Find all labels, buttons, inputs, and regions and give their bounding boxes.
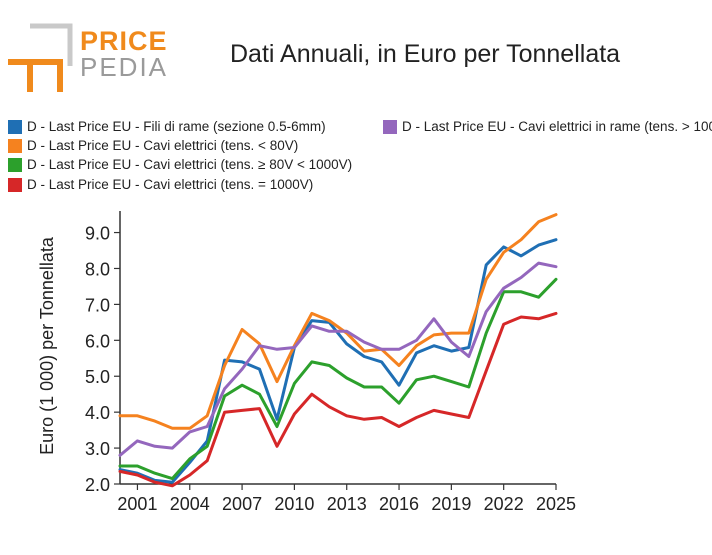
x-tick-label: 2019 (431, 494, 471, 514)
legend-swatch (8, 177, 22, 192)
legend-item-cavi-80v-1000v: D - Last Price EU - Cavi elettrici (tens… (8, 157, 352, 172)
y-tick-label: 3.0 (85, 439, 110, 459)
x-tick-label: 2004 (170, 494, 210, 514)
series-line-5 (118, 261, 558, 457)
chart-title: Dati Annuali, in Euro per Tonnellata (230, 40, 621, 68)
series-line-4 (118, 311, 558, 488)
series-line-2 (118, 213, 558, 430)
y-tick-label: 4.0 (85, 403, 110, 423)
y-tick-label: 2.0 (85, 475, 110, 495)
y-tick-label: 5.0 (85, 367, 110, 387)
legend-item-cavi-eq-1000v: D - Last Price EU - Cavi elettrici (tens… (8, 177, 313, 192)
x-tick-label: 2025 (536, 494, 576, 514)
y-tick-label: 9.0 (85, 224, 110, 244)
logo-text-pedia: PEDIA (80, 52, 169, 82)
legend-swatch (383, 119, 397, 134)
y-tick-label: 6.0 (85, 331, 110, 351)
x-tick-label: 2022 (484, 494, 524, 514)
legend-label: D - Last Price EU - Cavi elettrici (tens… (27, 157, 353, 172)
x-tick-label: 2010 (274, 494, 314, 514)
legend-label: D - Last Price EU - Cavi elettrici (tens… (27, 177, 314, 192)
legend-label: D - Last Price EU - Fili di rame (sezion… (27, 119, 326, 134)
legend-item-fili-di-rame: D - Last Price EU - Fili di rame (sezion… (8, 119, 326, 134)
x-tick-label: 2001 (117, 494, 157, 514)
legend-item-cavi-lt-80v: D - Last Price EU - Cavi elettrici (tens… (8, 138, 298, 153)
y-axis-label: Euro (1 000) per Tonnellata (37, 236, 57, 455)
x-tick-label: 2007 (222, 494, 262, 514)
legend-swatch (8, 157, 22, 172)
series-line-3 (118, 277, 558, 481)
y-tick-label: 7.0 (85, 295, 110, 315)
x-tick-label: 2016 (379, 494, 419, 514)
legend-swatch (8, 138, 22, 153)
x-tick-label: 2013 (327, 494, 367, 514)
legend-item-cavi-gt-1000v: D - Last Price EU - Cavi elettrici in ra… (383, 119, 712, 134)
series-line-1 (118, 238, 558, 484)
pricepedia-logo-icon (8, 23, 73, 92)
legend-label: D - Last Price EU - Cavi elettrici in ra… (402, 119, 712, 134)
legend-label: D - Last Price EU - Cavi elettrici (tens… (27, 138, 299, 153)
legend-swatch (8, 119, 22, 134)
y-tick-label: 8.0 (85, 259, 110, 279)
logo-text-price: PRICE (80, 26, 168, 56)
